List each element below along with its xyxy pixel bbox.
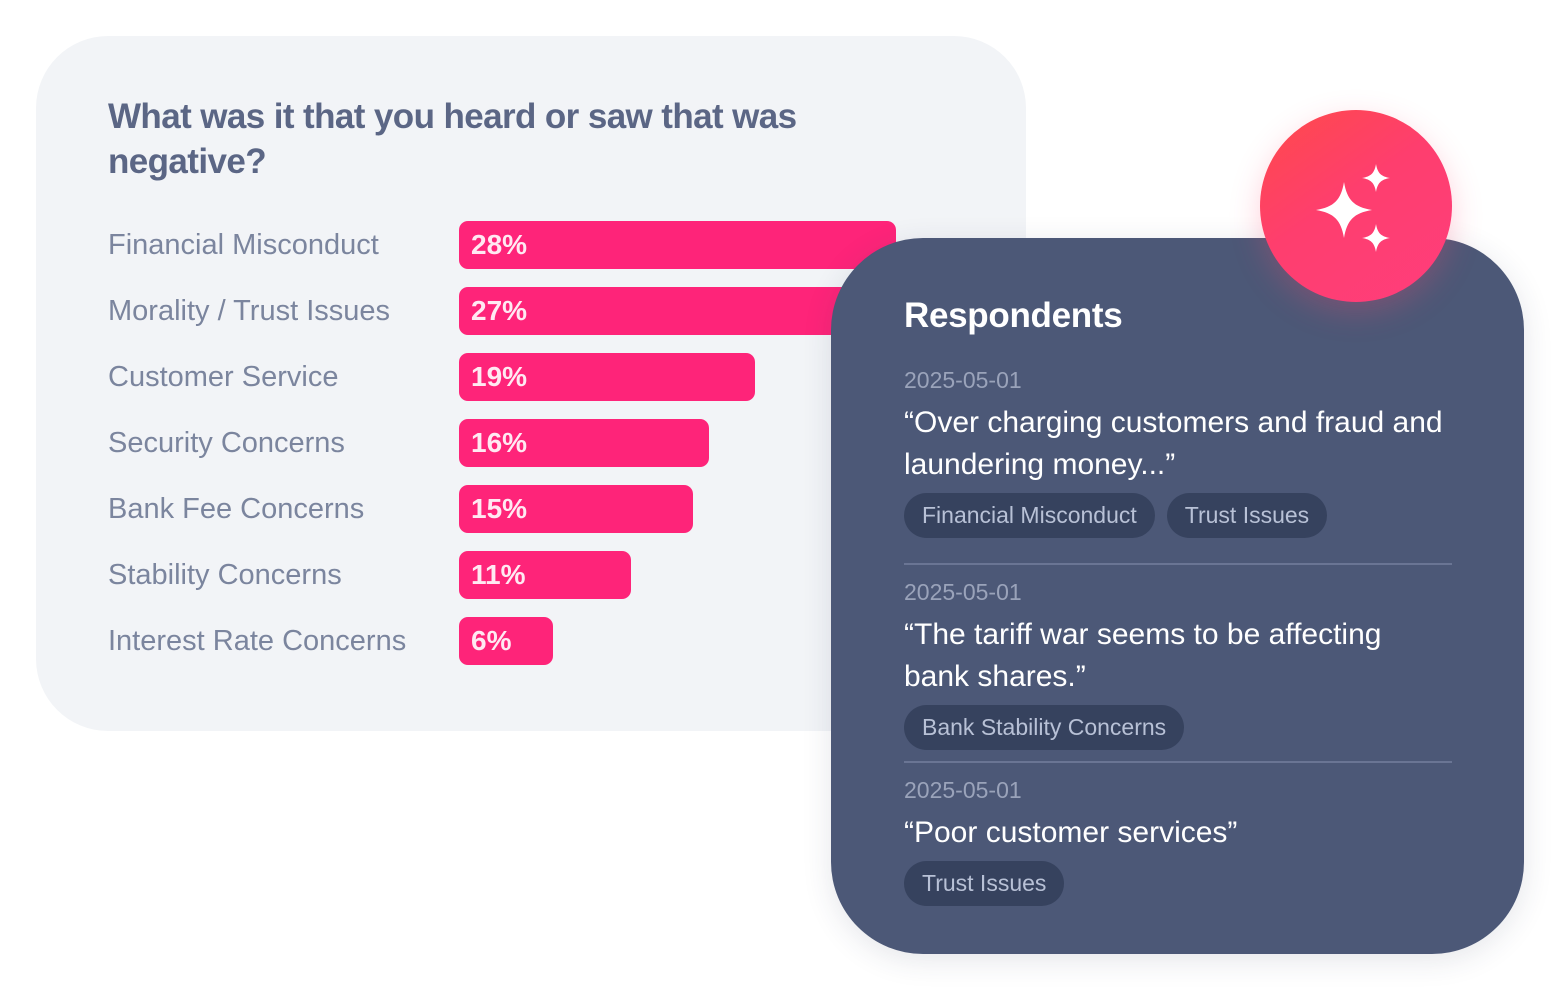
bar-value-label: 11% <box>471 559 526 590</box>
entry-quote: “Over charging customers and fraud and l… <box>904 406 1443 481</box>
entry-quote: “The tariff war seems to be affecting ba… <box>904 618 1382 693</box>
bar[interactable]: 27% <box>459 287 880 335</box>
divider <box>904 563 1452 565</box>
category-label: Interest Rate Concerns <box>108 625 407 657</box>
tag-list: Trust Issues <box>904 861 1452 906</box>
bar[interactable]: 11% <box>459 551 631 599</box>
respondent-entry[interactable]: 2025-05-01 “The tariff war seems to be a… <box>904 576 1452 750</box>
respondents-card: Respondents 2025-05-01 “Over charging cu… <box>831 238 1524 954</box>
ai-badge[interactable] <box>1260 110 1452 302</box>
tag[interactable]: Financial Misconduct <box>904 493 1155 538</box>
tag[interactable]: Trust Issues <box>904 861 1065 906</box>
entry-date: 2025-05-01 <box>904 579 1022 605</box>
category-label: Morality / Trust Issues <box>108 295 391 327</box>
category-label: Bank Fee Concerns <box>108 493 365 525</box>
bar-value-label: 27% <box>471 295 528 326</box>
category-label: Financial Misconduct <box>108 229 379 261</box>
bar[interactable]: 19% <box>459 353 755 401</box>
category-label: Stability Concerns <box>108 559 342 591</box>
entry-quote: “Poor customer services” <box>904 816 1238 849</box>
category-label: Security Concerns <box>108 427 345 459</box>
bar-value-label: 15% <box>471 493 528 524</box>
bar[interactable]: 16% <box>459 419 709 467</box>
question-title: What was it that you heard or saw that w… <box>108 97 797 181</box>
bar-chart: Financial Misconduct 28% Morality / Trust … <box>36 36 1026 731</box>
tag-list: Bank Stability Concerns <box>904 705 1452 750</box>
divider <box>904 761 1452 763</box>
bar[interactable]: 6% <box>459 617 553 665</box>
tag[interactable]: Trust Issues <box>1166 493 1328 538</box>
tag[interactable]: Bank Stability Concerns <box>904 705 1185 750</box>
sparkles-icon <box>1316 164 1390 252</box>
entry-date: 2025-05-01 <box>904 777 1022 803</box>
bar-value-label: 28% <box>471 229 528 260</box>
tag-list: Financial Misconduct Trust Issues <box>904 493 1452 538</box>
bar-value-label: 19% <box>471 361 528 392</box>
respondent-entry[interactable]: 2025-05-01 “Poor customer services” Trus… <box>904 774 1452 906</box>
entry-date: 2025-05-01 <box>904 367 1022 393</box>
respondents-title: Respondents <box>904 296 1123 335</box>
bar[interactable]: 15% <box>459 485 693 533</box>
category-label: Customer Service <box>108 361 339 393</box>
bar-value-label: 6% <box>471 625 512 656</box>
bar-value-label: 16% <box>471 427 528 458</box>
respondent-entry[interactable]: 2025-05-01 “Over charging customers and … <box>904 364 1452 538</box>
bar[interactable]: 28% <box>459 221 896 269</box>
